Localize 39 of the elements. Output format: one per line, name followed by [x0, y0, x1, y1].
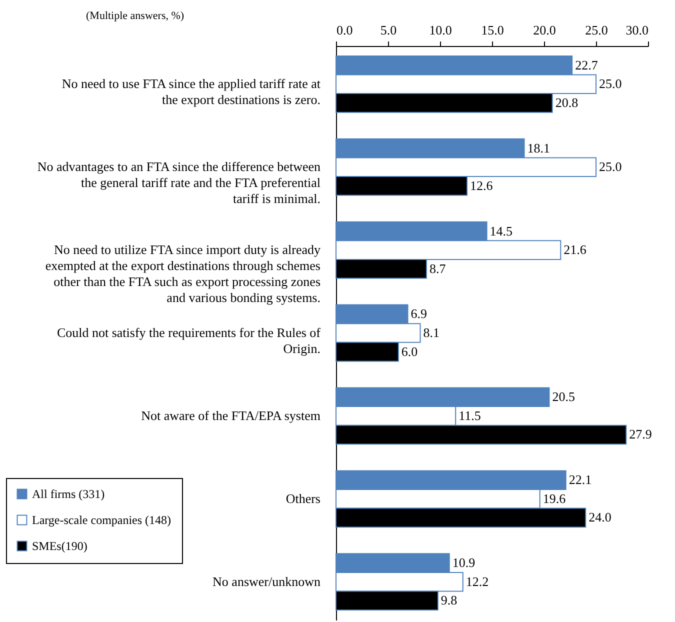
y-tick-label: No need to use FTA since the applied tariff rate at the export destinations is zero.: [62, 76, 321, 108]
y-tick-label: No advantages to an FTA since the difference between the general tariff rate and the FTA preferential tariff is minimal.: [37, 159, 321, 206]
data-label: 27.9: [629, 426, 652, 442]
data-label: 20.8: [555, 94, 578, 110]
data-label: 14.5: [490, 223, 513, 238]
data-label: 11.5: [458, 408, 481, 423]
y-tick-label: Not aware of the FTA/EPA system: [141, 408, 320, 423]
legend-label: All firms (331): [32, 487, 105, 501]
data-label: 8.7: [429, 260, 446, 276]
data-label: 18.1: [527, 140, 550, 156]
x-tick-label: 5.0: [380, 22, 397, 38]
x-tick-label: 0.0: [336, 22, 353, 38]
x-tick-label: 20.0: [533, 22, 556, 38]
data-label: 25.0: [599, 159, 622, 174]
y-tick-label: Could not satisfy the requirements for the Rules of Origin.: [56, 325, 322, 356]
x-tick-label: 10.0: [429, 22, 452, 38]
data-label: 12.2: [466, 574, 489, 589]
x-tick-label: 30.0: [626, 22, 648, 38]
data-label: 21.6: [564, 242, 587, 258]
x-tick-label: 15.0: [481, 22, 504, 38]
x-tick-label: 25.0: [585, 22, 608, 38]
data-label: 22.7: [575, 57, 598, 72]
legend-label: Large-scale companies (148): [32, 513, 172, 527]
data-label: 24.0: [588, 510, 612, 525]
legend-label: SMEs(190): [32, 539, 88, 553]
data-label: 12.6: [470, 178, 494, 193]
data-label: 6.9: [410, 306, 428, 322]
data-label: 19.6: [542, 490, 566, 506]
y-tick-label: No need to utilize FTA since import duty is already exempted at the export destinations through schemes other than the FTA such as export processing zones and various bonding systems.: [45, 242, 321, 306]
data-label: 22.1: [568, 472, 592, 488]
text: (Multiple answers, %): [86, 10, 184, 22]
data-label: 10.9: [452, 555, 476, 570]
data-label: 25.0: [599, 76, 622, 92]
y-tick-label: No answer/unknown: [212, 574, 321, 589]
data-label: 8.1: [423, 325, 440, 340]
data-label: 6.0: [401, 344, 418, 359]
data-label: 9.8: [440, 592, 458, 608]
data-label: 20.5: [552, 389, 575, 404]
y-tick-label: Others: [286, 490, 320, 506]
